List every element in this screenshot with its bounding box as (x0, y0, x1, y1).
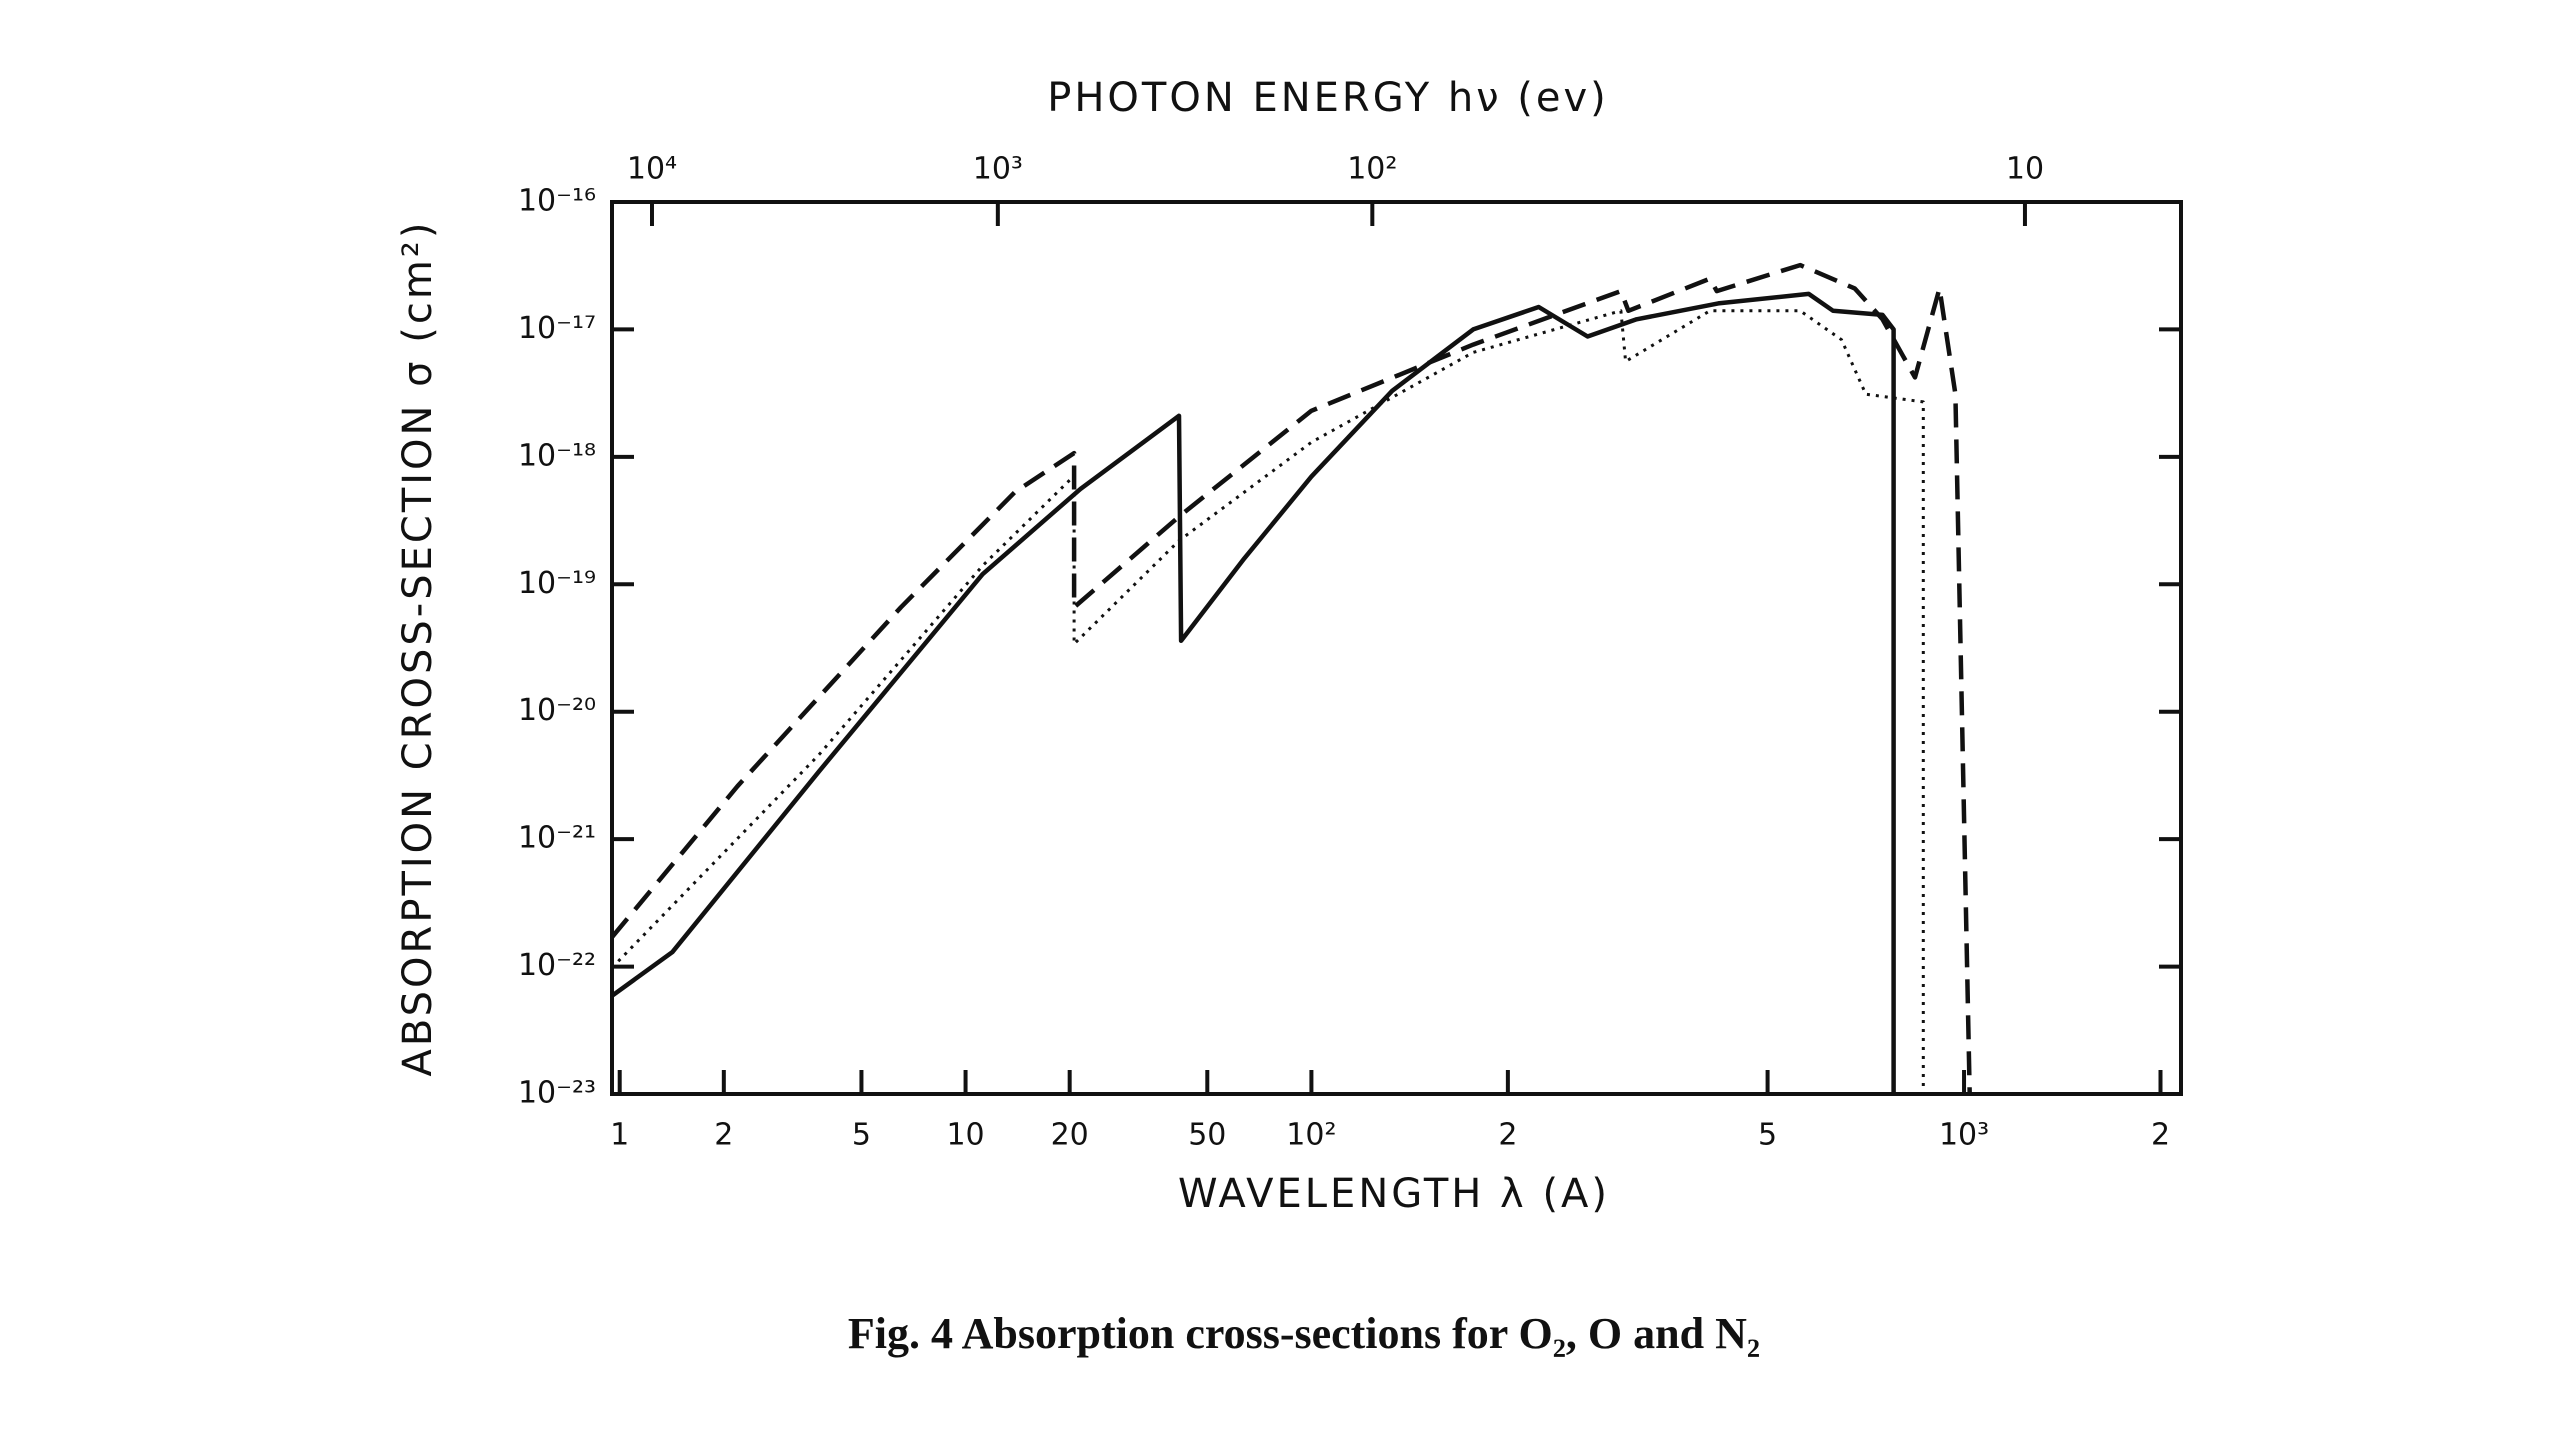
x-tick-label: 10 (946, 1118, 984, 1153)
y-tick-label: 10⁻²¹ (518, 821, 596, 856)
x-axis-title: WAVELENGTH λ (A) (1178, 1171, 1610, 1217)
series-line (610, 309, 1925, 1094)
x-tick-label: 5 (852, 1118, 871, 1153)
plot-frame (610, 200, 2183, 1096)
y-tick-label: 10⁻¹⁸ (518, 438, 596, 473)
x-tick-label: 20 (1051, 1118, 1089, 1153)
y-tick-label: 10⁻²³ (518, 1076, 596, 1111)
y-tick-label: 10⁻²² (518, 948, 596, 983)
x-tick-label: 10² (1286, 1118, 1336, 1153)
caption: Fig. 4 Absorption cross-sections for O₂,… (848, 1309, 1760, 1358)
x-tick-label: 50 (1188, 1118, 1226, 1153)
series-line (610, 291, 1896, 1094)
top-axis-title: PHOTON ENERGY hν (ev) (1047, 75, 1609, 121)
y-tick-label: 10⁻¹⁶ (518, 184, 596, 219)
y-tick-label: 10⁻²⁰ (518, 693, 596, 728)
series-line (610, 262, 1972, 1095)
x-tick-label: 1 (610, 1118, 629, 1153)
x2-tick-label: 10² (1347, 152, 1397, 187)
x-tick-label: 10³ (1939, 1118, 1989, 1153)
x2-tick-label: 10³ (973, 152, 1023, 187)
y-tick-label: 10⁻¹⁷ (518, 311, 596, 346)
y-axis-title: ABSORPTION CROSS-SECTION σ (cm²) (395, 220, 441, 1077)
x-tick-label: 5 (1758, 1118, 1777, 1153)
x-tick-label: 2 (2151, 1118, 2170, 1153)
x-tick-label: 2 (714, 1118, 733, 1153)
x2-tick-label: 10 (2006, 152, 2044, 187)
y-tick-label: 10⁻¹⁹ (518, 566, 596, 601)
x2-tick-label: 10⁴ (627, 152, 677, 187)
x-tick-label: 2 (1498, 1118, 1517, 1153)
